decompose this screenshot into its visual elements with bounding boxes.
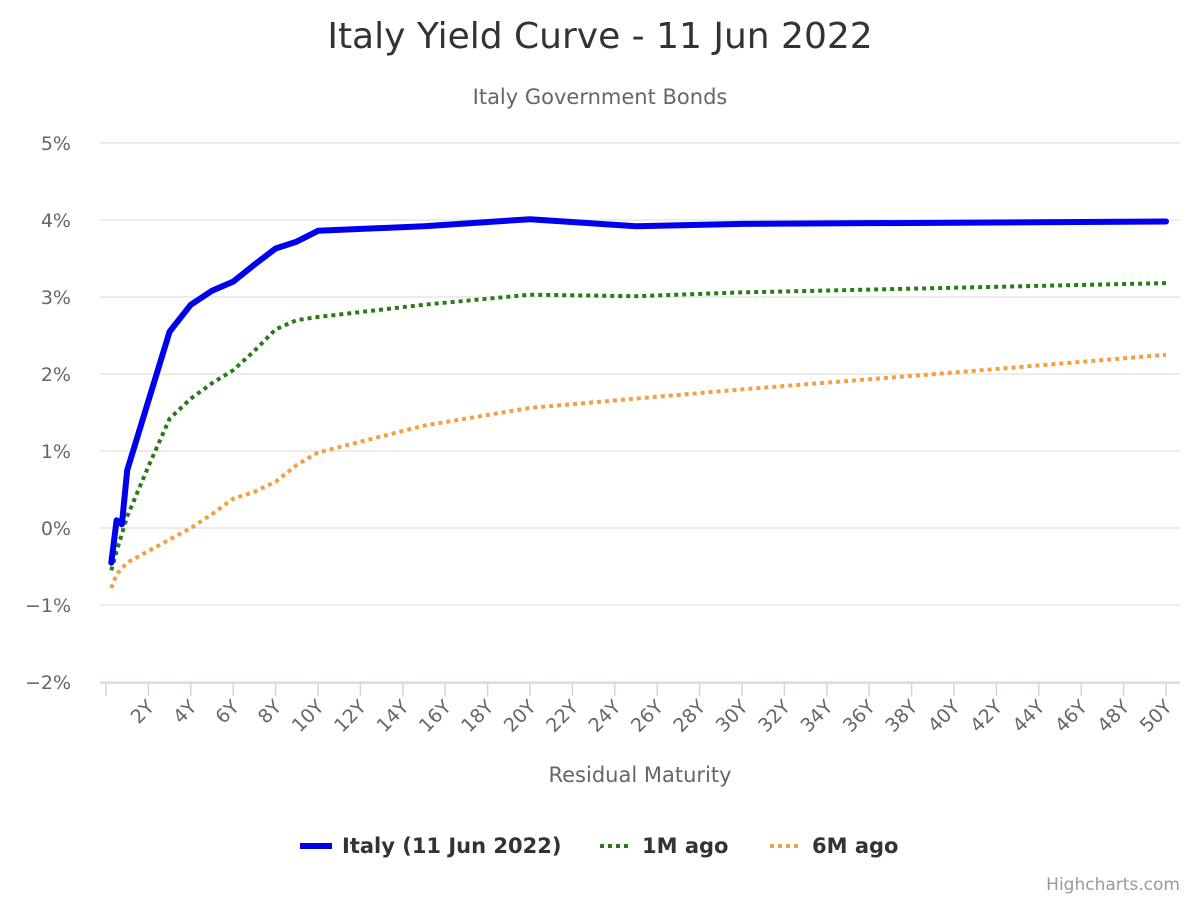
x-tick-label: 46Y bbox=[1051, 696, 1092, 737]
y-tick-label: −1% bbox=[25, 595, 71, 617]
x-tick-label: 24Y bbox=[584, 696, 625, 737]
x-tick-label: 6Y bbox=[211, 696, 244, 729]
x-tick-label: 40Y bbox=[924, 696, 965, 737]
x-tick-label: 2Y bbox=[127, 696, 160, 729]
x-tick-label: 18Y bbox=[457, 696, 498, 737]
series-line-6m-ago[interactable] bbox=[109, 352, 1167, 589]
legend-label: 1M ago bbox=[642, 834, 728, 858]
x-axis: 2Y 4Y 6Y 8Y 10Y 12Y 14Y 16Y 18Y 20Y 22Y 24Y 26Y 28Y 30… bbox=[100, 682, 1180, 737]
chart-subtitle: Italy Government Bonds bbox=[473, 85, 728, 109]
y-tick-label: −2% bbox=[25, 672, 71, 694]
x-axis-title: Residual Maturity bbox=[548, 763, 731, 787]
x-tick-label: 48Y bbox=[1093, 696, 1134, 737]
y-axis: −2% −1% 0% 1% 2% 3% 4% 5% bbox=[25, 133, 71, 694]
legend-label: Italy (11 Jun 2022) bbox=[342, 834, 561, 858]
chart-title: Italy Yield Curve - 11 Jun 2022 bbox=[327, 16, 872, 57]
x-tick-label: 20Y bbox=[500, 696, 541, 737]
y-tick-label: 2% bbox=[41, 364, 71, 386]
x-tick-label: 32Y bbox=[754, 696, 795, 737]
x-tick-label: 14Y bbox=[372, 696, 413, 737]
x-tick-label: 34Y bbox=[796, 696, 837, 737]
legend[interactable]: Italy (11 Jun 2022) 1M ago 6M ago bbox=[300, 834, 898, 858]
x-tick-label: 50Y bbox=[1136, 696, 1177, 737]
x-tick-label: 38Y bbox=[881, 696, 922, 737]
series-line-1m-ago[interactable] bbox=[109, 281, 1167, 571]
y-tick-label: 1% bbox=[41, 441, 71, 463]
x-tick-label: 22Y bbox=[542, 696, 583, 737]
credits-link[interactable]: Highcharts.com bbox=[1046, 875, 1180, 895]
grid-lines bbox=[100, 142, 1180, 683]
x-tick-label: 30Y bbox=[712, 696, 753, 737]
legend-item[interactable]: 1M ago bbox=[600, 834, 728, 858]
x-tick-label: 12Y bbox=[330, 696, 371, 737]
x-tick-label: 42Y bbox=[966, 696, 1007, 737]
legend-item[interactable]: 6M ago bbox=[770, 834, 898, 858]
x-tick-label: 16Y bbox=[415, 696, 456, 737]
legend-item[interactable]: Italy (11 Jun 2022) bbox=[300, 834, 561, 858]
x-tick-label: 36Y bbox=[839, 696, 880, 737]
x-tick-label: 10Y bbox=[288, 696, 329, 737]
x-tick-label: 44Y bbox=[1008, 696, 1049, 737]
series-line-italy-11-jun-2022[interactable] bbox=[108, 216, 1169, 566]
x-tick-label: 28Y bbox=[669, 696, 710, 737]
legend-label: 6M ago bbox=[812, 834, 898, 858]
y-tick-label: 0% bbox=[41, 518, 71, 540]
x-tick-label: 26Y bbox=[627, 696, 668, 737]
y-tick-label: 4% bbox=[41, 210, 71, 232]
x-tick-label: 4Y bbox=[169, 696, 202, 729]
y-tick-label: 5% bbox=[41, 133, 71, 155]
series-lines bbox=[108, 216, 1169, 589]
y-tick-label: 3% bbox=[41, 287, 71, 309]
x-tick-label: 8Y bbox=[254, 696, 287, 729]
